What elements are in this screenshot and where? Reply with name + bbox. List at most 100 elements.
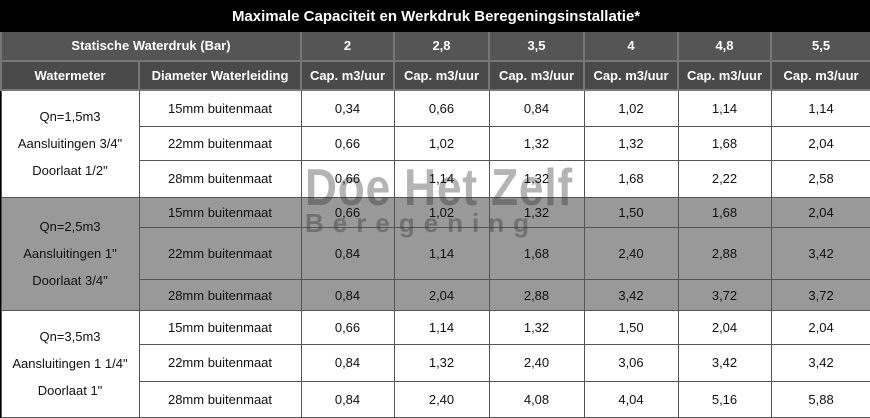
capacity-cell: 4,04	[583, 380, 679, 418]
pressure-value: 4	[583, 30, 679, 62]
watermeter-line: Qn=2,5m3	[39, 219, 101, 235]
capacity-cell: 1,32	[583, 125, 679, 162]
diameter-cell: 22mm buitenmaat	[138, 226, 302, 281]
pressure-value: 3,5	[488, 30, 585, 62]
capacity-cell: 2,40	[488, 344, 585, 382]
capacity-cell: 2,04	[770, 309, 870, 346]
capacity-cell: 1,68	[488, 226, 585, 281]
table-row: 28mm buitenmaat 0,84 2,40 4,08 4,04 5,16 5,88	[1, 380, 870, 418]
table-title: Maximale Capaciteit en Werkdruk Beregeni…	[0, 0, 870, 33]
capacity-cell: 1,02	[393, 125, 490, 162]
capacity-cell: 3,42	[583, 279, 679, 311]
watermeter-line: Qn=3,5m3	[39, 329, 101, 345]
capacity-cell: 1,32	[488, 160, 585, 198]
capacity-cell: 0,66	[300, 125, 395, 162]
diameter-cell: 15mm buitenmaat	[138, 196, 302, 228]
watermeter-line: Aansluitingen 3/4"	[17, 136, 123, 152]
capacity-cell: 1,32	[488, 125, 585, 162]
watermeter-line: Doorlaat 1/2"	[32, 163, 108, 179]
capacity-cell: 5,88	[770, 380, 870, 418]
capacity-cell: 0,84	[300, 344, 395, 382]
table-row: 22mm buitenmaat 0,66 1,02 1,32 1,32 1,68 2,04	[1, 125, 870, 162]
capacity-cell: 0,34	[300, 89, 395, 127]
capacity-cell: 2,40	[393, 380, 490, 418]
capacity-header: Cap. m3/uur	[677, 59, 772, 91]
capacity-cell: 1,32	[488, 196, 585, 228]
capacity-cell: 2,58	[770, 160, 870, 198]
capacity-cell: 0,84	[300, 279, 395, 311]
capacity-cell: 3,42	[677, 344, 772, 382]
diameter-cell: 28mm buitenmaat	[138, 279, 302, 311]
capacity-header: Cap. m3/uur	[488, 59, 585, 91]
watermeter-cell: Qn=3,5m3 Aansluitingen 1 1/4" Doorlaat 1"	[0, 309, 140, 418]
diameter-cell: 28mm buitenmaat	[138, 160, 302, 198]
watermeter-line: Doorlaat 3/4"	[32, 273, 108, 289]
capacity-cell: 3,72	[770, 279, 870, 311]
capacity-cell: 2,40	[583, 226, 679, 281]
capacity-cell: 1,14	[393, 160, 490, 198]
capacity-cell: 2,04	[770, 196, 870, 228]
capacity-cell: 1,50	[583, 309, 679, 346]
watermeter-line: Doorlaat 1"	[37, 383, 103, 399]
capacity-cell: 3,06	[583, 344, 679, 382]
capacity-cell: 5,16	[677, 380, 772, 418]
capacity-cell: 0,84	[300, 226, 395, 281]
capacity-cell: 1,68	[677, 125, 772, 162]
capacity-cell: 1,14	[393, 309, 490, 346]
diameter-cell: 15mm buitenmaat	[138, 309, 302, 346]
diameter-cell: 28mm buitenmaat	[138, 380, 302, 418]
capacity-cell: 1,02	[393, 196, 490, 228]
capacity-cell: 2,04	[393, 279, 490, 311]
capacity-cell: 1,50	[583, 196, 679, 228]
capacity-header: Cap. m3/uur	[393, 59, 490, 91]
pressure-value: 4,8	[677, 30, 772, 62]
table-row: Qn=2,5m3 Aansluitingen 1" Doorlaat 3/4" 15m…	[0, 196, 870, 311]
capacity-cell: 1,68	[677, 196, 772, 228]
capacity-cell: 1,02	[583, 89, 679, 127]
table-row: 28mm buitenmaat 0,66 1,14 1,32 1,68 2,22 2,58	[1, 160, 870, 198]
watermeter-cell: Qn=2,5m3 Aansluitingen 1" Doorlaat 3/4"	[0, 196, 140, 311]
capacity-cell: 1,14	[770, 89, 870, 127]
capacity-cell: 0,66	[300, 196, 395, 228]
capacity-cell: 3,42	[770, 344, 870, 382]
capacity-header: Cap. m3/uur	[769, 59, 870, 91]
watermeter-line: Aansluitingen 1 1/4"	[12, 356, 128, 372]
capacity-cell: 2,04	[770, 125, 870, 162]
capacity-cell: 0,84	[488, 89, 585, 127]
pressure-header: Statische Waterdruk (Bar)	[0, 30, 302, 62]
table-row: 22mm buitenmaat 0,84 1,14 1,68 2,40 2,88 3,42	[1, 226, 870, 281]
pressure-value: 2	[300, 30, 395, 62]
capacity-cell: 2,04	[677, 309, 772, 346]
capacity-cell: 0,66	[300, 309, 395, 346]
diameter-header: Diameter Waterleiding	[138, 59, 302, 91]
capacity-cell: 4,08	[488, 380, 585, 418]
capacity-cell: 1,32	[488, 309, 585, 346]
capacity-cell: 3,72	[677, 279, 772, 311]
pressure-value: 5,5	[769, 30, 870, 62]
watermeter-line: Aansluitingen 1"	[23, 246, 117, 262]
capacity-cell: 0,66	[300, 160, 395, 198]
capacity-cell: 2,88	[677, 226, 772, 281]
capacity-cell: 0,84	[300, 380, 395, 418]
capacity-cell: 0,66	[393, 89, 490, 127]
capacity-cell: 3,42	[770, 226, 870, 281]
watermeter-cell: Qn=1,5m3 Aansluitingen 3/4" Doorlaat 1/2"	[0, 89, 140, 198]
capacity-cell: 2,88	[488, 279, 585, 311]
capacity-cell: 1,32	[393, 344, 490, 382]
capacity-cell: 2,22	[677, 160, 772, 198]
table-row: Qn=1,5m3 Aansluitingen 3/4" Doorlaat 1/2" 1…	[0, 89, 870, 198]
table-row: 22mm buitenmaat 0,84 1,32 2,40 3,06 3,42 3,42	[1, 344, 870, 382]
pressure-value: 2,8	[393, 30, 490, 62]
capacity-header: Cap. m3/uur	[300, 59, 395, 91]
diameter-cell: 22mm buitenmaat	[138, 125, 302, 162]
table-row: Qn=3,5m3 Aansluitingen 1 1/4" Doorlaat 1" 1…	[0, 309, 870, 418]
watermeter-header: Watermeter	[0, 59, 140, 91]
watermeter-line: Qn=1,5m3	[39, 109, 101, 125]
capacity-cell: 1,14	[677, 89, 772, 127]
diameter-cell: 15mm buitenmaat	[138, 89, 302, 127]
table-row: 28mm buitenmaat 0,84 2,04 2,88 3,42 3,72 3,72	[1, 279, 870, 311]
capacity-cell: 1,68	[583, 160, 679, 198]
capacity-cell: 1,14	[393, 226, 490, 281]
capacity-header: Cap. m3/uur	[583, 59, 679, 91]
